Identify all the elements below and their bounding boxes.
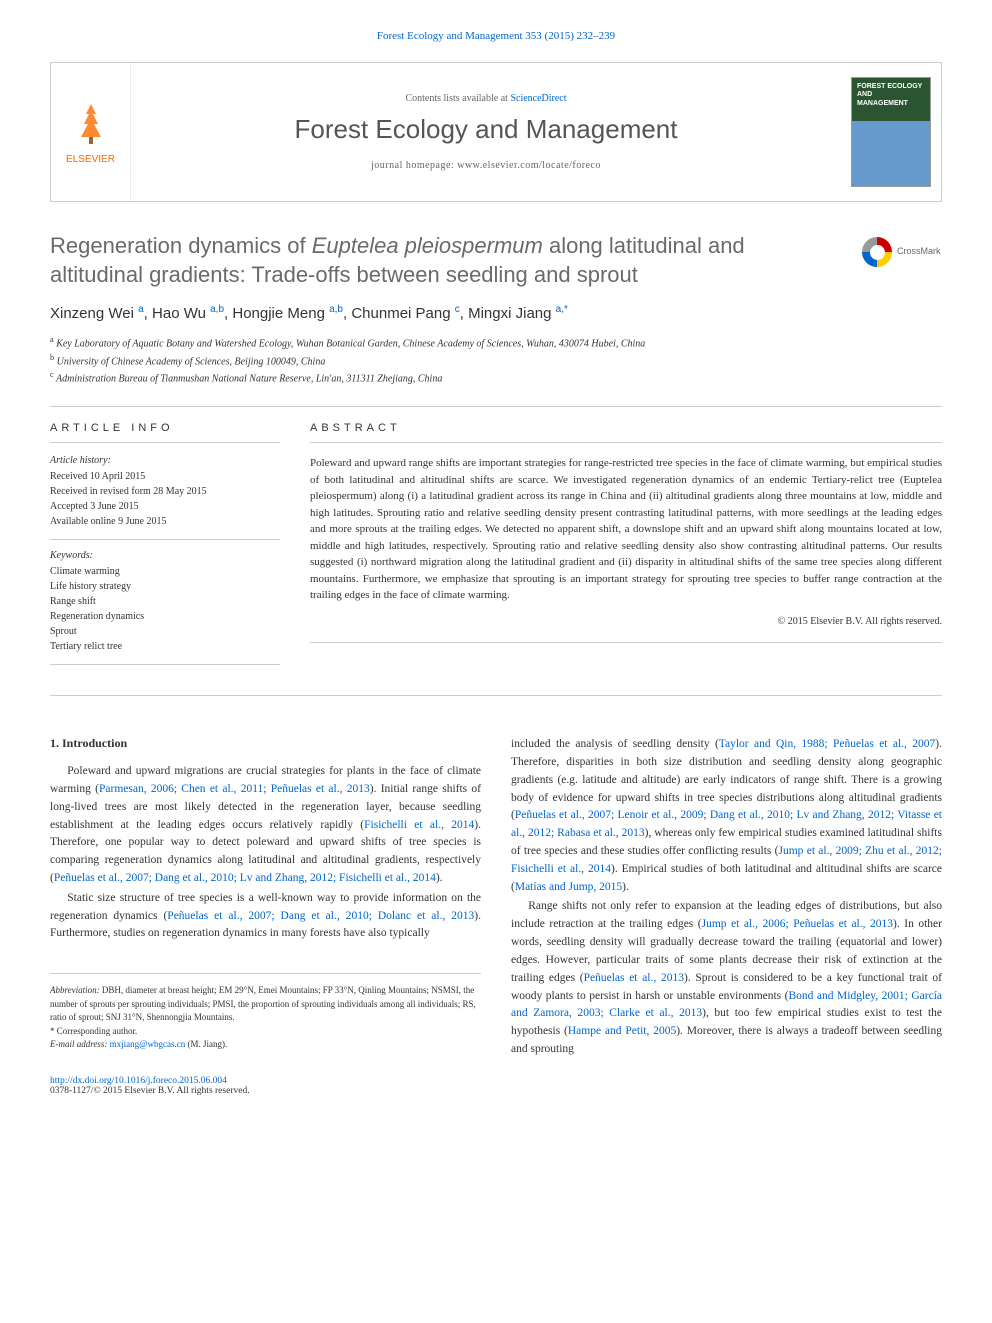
copyright: © 2015 Elsevier B.V. All rights reserved… [310,616,942,627]
contents-prefix: Contents lists available at [405,93,510,104]
email-label: E-mail address: [50,1039,110,1049]
homepage-url[interactable]: www.elsevier.com/locate/foreco [457,160,601,171]
article-info: ARTICLE INFO Article history: Received 1… [50,422,280,675]
abbrev-text: DBH, diameter at breast height; EM 29°N,… [50,985,476,1022]
publisher-name: ELSEVIER [66,154,115,165]
accepted-date: Accepted 3 June 2015 [50,499,280,514]
paragraph: Poleward and upward migrations are cruci… [50,763,481,888]
citation-link[interactable]: Peñuelas et al., 2007; Dang et al., 2010… [167,910,474,922]
paragraph: Static size structure of tree species is… [50,890,481,943]
paragraph: included the analysis of seedling densit… [511,736,942,896]
keyword: Regeneration dynamics [50,609,280,624]
keyword: Sprout [50,624,280,639]
received-date: Received 10 April 2015 [50,469,280,484]
cover-text: FOREST ECOLOGY AND MANAGEMENT [857,83,925,108]
author[interactable]: Hao Wu a,b [152,305,224,322]
affiliation: c Administration Bureau of Tianmushan Na… [50,369,942,386]
affiliation: a Key Laboratory of Aquatic Botany and W… [50,334,942,351]
info-heading: ARTICLE INFO [50,422,280,443]
left-column: 1. Introduction Poleward and upward migr… [50,736,481,1061]
citation-link[interactable]: Parmesan, 2006; Chen et al., 2011; Peñue… [99,783,370,795]
journal-title: Forest Ecology and Management [151,114,821,145]
divider [310,642,942,643]
citation-link[interactable]: Matías and Jump, 2015 [515,881,622,893]
header-center: Contents lists available at ScienceDirec… [131,63,841,201]
divider [50,406,942,407]
citation-link[interactable]: Peñuelas et al., 2013 [584,972,684,984]
email-line: E-mail address: mxjiang@wbgcas.cn (M. Ji… [50,1038,481,1052]
article-title: Regeneration dynamics of Euptelea pleios… [50,232,942,289]
info-abstract-row: ARTICLE INFO Article history: Received 1… [50,422,942,675]
abstract-text: Poleward and upward range shifts are imp… [310,455,942,604]
doi-link[interactable]: http://dx.doi.org/10.1016/j.foreco.2015.… [50,1076,942,1086]
issn-line: 0378-1127/© 2015 Elsevier B.V. All right… [50,1086,942,1096]
email-suffix: (M. Jiang). [185,1039,227,1049]
author-list: Xinzeng Wei a, Hao Wu a,b, Hongjie Meng … [50,304,942,322]
keyword: Climate warming [50,564,280,579]
abbreviation-block: Abbreviation: DBH, diameter at breast he… [50,984,481,1025]
crossmark-label: CrossMark [897,246,941,258]
contents-available: Contents lists available at ScienceDirec… [151,93,821,104]
journal-header: ELSEVIER Contents lists available at Sci… [50,62,942,202]
history-label: Article history: [50,455,280,466]
revised-date: Received in revised form 28 May 2015 [50,484,280,499]
keyword: Tertiary relict tree [50,639,280,654]
crossmark-badge[interactable]: CrossMark [862,232,942,272]
keyword: Life history strategy [50,579,280,594]
citation-link[interactable]: Jump et al., 2006; Peñuelas et al., 2013 [702,918,893,930]
elsevier-logo[interactable]: ELSEVIER [51,63,131,201]
history-block: Article history: Received 10 April 2015 … [50,455,280,540]
crossmark-icon [862,237,892,267]
sciencedirect-link[interactable]: ScienceDirect [510,93,566,104]
corresponding-author: * Corresponding author. [50,1025,481,1039]
paragraph: Range shifts not only refer to expansion… [511,898,942,1058]
top-citation[interactable]: Forest Ecology and Management 353 (2015)… [50,30,942,42]
journal-cover[interactable]: FOREST ECOLOGY AND MANAGEMENT [841,63,941,201]
author[interactable]: Chunmei Pang c [351,305,459,322]
title-part1: Regeneration dynamics of [50,233,312,258]
abbrev-label: Abbreviation: [50,985,100,995]
footer: Abbreviation: DBH, diameter at breast he… [50,973,481,1052]
cover-thumbnail: FOREST ECOLOGY AND MANAGEMENT [851,77,931,187]
citation-link[interactable]: Taylor and Qin, 1988; Peñuelas et al., 2… [719,738,936,750]
affiliation: b University of Chinese Academy of Scien… [50,352,942,369]
journal-homepage: journal homepage: www.elsevier.com/locat… [151,160,821,171]
online-date: Available online 9 June 2015 [50,514,280,529]
section-heading: 1. Introduction [50,736,481,751]
abstract-column: ABSTRACT Poleward and upward range shift… [310,422,942,675]
citation-link[interactable]: Peñuelas et al., 2007; Dang et al., 2010… [54,872,436,884]
keyword: Range shift [50,594,280,609]
homepage-prefix: journal homepage: [371,160,457,171]
abstract-heading: ABSTRACT [310,422,942,443]
divider [50,695,942,696]
email-link[interactable]: mxjiang@wbgcas.cn [110,1039,186,1049]
author[interactable]: Xinzeng Wei a [50,305,144,322]
citation-link[interactable]: Fisichelli et al., 2014 [364,819,474,831]
author[interactable]: Hongjie Meng a,b [232,305,343,322]
keywords-label: Keywords: [50,550,280,561]
body-columns: 1. Introduction Poleward and upward migr… [50,736,942,1061]
citation-link[interactable]: Hampe and Petit, 2005 [568,1025,676,1037]
right-column: included the analysis of seedling densit… [511,736,942,1061]
keywords-block: Keywords: Climate warming Life history s… [50,550,280,665]
affiliations: a Key Laboratory of Aquatic Botany and W… [50,334,942,386]
author[interactable]: Mingxi Jiang a,* [468,305,568,322]
title-species: Euptelea pleiospermum [312,233,543,258]
elsevier-tree-icon [66,99,116,149]
